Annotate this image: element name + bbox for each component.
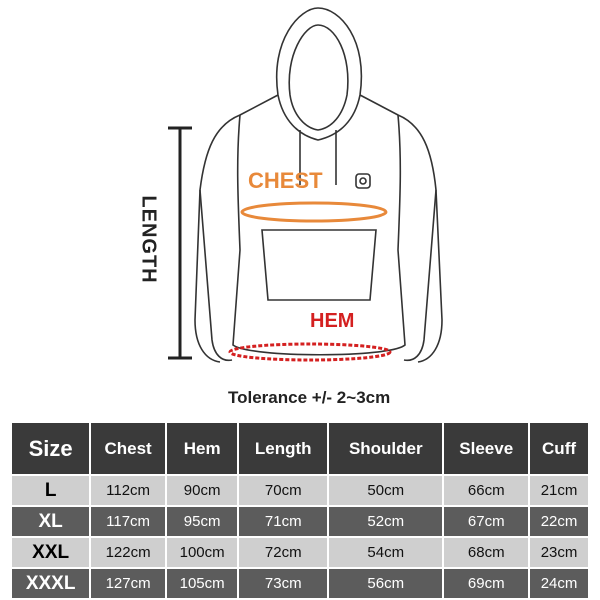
header-hem: Hem (166, 423, 238, 474)
chest-measure-line (240, 201, 388, 223)
cell: 54cm (329, 538, 443, 567)
hem-measure-line (228, 342, 392, 362)
cell: 21cm (530, 476, 588, 505)
cell: 52cm (329, 507, 443, 536)
cell: XXXL (12, 569, 90, 598)
length-label: LENGTH (137, 195, 160, 284)
cell: 71cm (239, 507, 328, 536)
cell: 66cm (444, 476, 529, 505)
cell: 100cm (166, 538, 238, 567)
header-sleeve: Sleeve (444, 423, 529, 474)
cell: 69cm (444, 569, 529, 598)
cell: 22cm (530, 507, 588, 536)
table-header: Size Chest Hem Length Shoulder Sleeve Cu… (12, 423, 588, 474)
size-table: Size Chest Hem Length Shoulder Sleeve Cu… (10, 421, 590, 600)
cell: 23cm (530, 538, 588, 567)
header-chest: Chest (91, 423, 165, 474)
cell: 67cm (444, 507, 529, 536)
cell: 50cm (329, 476, 443, 505)
cell: 56cm (329, 569, 443, 598)
table-row: XXXL 127cm 105cm 73cm 56cm 69cm 24cm (12, 569, 588, 598)
hem-label: HEM (310, 310, 355, 332)
header-shoulder: Shoulder (329, 423, 443, 474)
cell: 122cm (91, 538, 165, 567)
cell: L (12, 476, 90, 505)
cell: 105cm (166, 569, 238, 598)
cell: 95cm (166, 507, 238, 536)
cell: 73cm (239, 569, 328, 598)
cell: 112cm (91, 476, 165, 505)
header-length: Length (239, 423, 328, 474)
tolerance-note: Tolerance +/- 2~3cm (228, 388, 391, 407)
length-arrow (168, 126, 192, 360)
header-cuff: Cuff (530, 423, 588, 474)
cell: XXL (12, 538, 90, 567)
cell: 68cm (444, 538, 529, 567)
cell: 117cm (91, 507, 165, 536)
cell: 24cm (530, 569, 588, 598)
chest-label: CHEST (248, 168, 323, 193)
table-row: L 112cm 90cm 70cm 50cm 66cm 21cm (12, 476, 588, 505)
cell: 72cm (239, 538, 328, 567)
cell: 90cm (166, 476, 238, 505)
table-row: XL 117cm 95cm 71cm 52cm 67cm 22cm (12, 507, 588, 536)
cell: XL (12, 507, 90, 536)
header-size: Size (12, 423, 90, 474)
table-row: XXL 122cm 100cm 72cm 54cm 68cm 23cm (12, 538, 588, 567)
cell: 127cm (91, 569, 165, 598)
cell: 70cm (239, 476, 328, 505)
